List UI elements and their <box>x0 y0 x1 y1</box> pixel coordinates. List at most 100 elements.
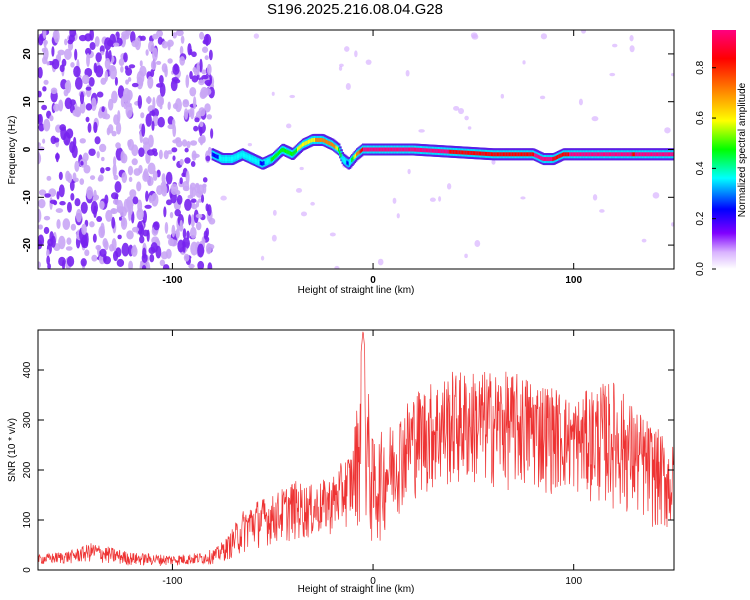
noise-blob <box>260 255 265 261</box>
noise-blob <box>205 242 212 255</box>
snr-xlabel: Height of straight line (km) <box>298 584 415 595</box>
noise-blob <box>310 201 315 206</box>
noise-blob <box>132 226 140 233</box>
noise-blob <box>100 222 105 237</box>
noise-blob <box>74 160 80 172</box>
noise-blob <box>72 109 81 117</box>
noise-blob <box>139 235 145 244</box>
colorbar-tick-label: 0.8 <box>695 60 706 74</box>
x-tick-label: 100 <box>565 275 582 286</box>
noise-blob <box>172 155 176 161</box>
noise-blob <box>202 183 207 195</box>
noise-blob <box>38 234 45 247</box>
noise-blob <box>195 221 202 231</box>
y-tick-label: -10 <box>22 190 33 205</box>
noise-blob <box>92 196 97 203</box>
noise-blob <box>189 71 193 80</box>
noise-blob <box>131 158 138 166</box>
noise-blob <box>74 77 83 90</box>
noise-blob <box>115 247 122 258</box>
noise-blob <box>125 104 133 119</box>
noise-blob <box>198 79 205 86</box>
noise-blob <box>79 178 85 185</box>
noise-blob <box>111 238 117 252</box>
noise-blob <box>170 183 179 195</box>
noise-blob <box>179 177 183 185</box>
noise-blob <box>140 112 145 119</box>
noise-blob <box>95 244 102 251</box>
noise-blob <box>128 260 133 269</box>
noise-blob <box>38 261 41 269</box>
noise-blob <box>75 208 82 223</box>
noise-blob <box>199 121 204 128</box>
noise-blob <box>202 39 209 45</box>
noise-blob <box>182 241 186 253</box>
noise-blob <box>141 123 146 137</box>
noise-blob <box>271 91 275 96</box>
x-tick-label: -100 <box>162 275 182 286</box>
noise-blob <box>78 34 87 42</box>
noise-blob <box>152 33 159 40</box>
y-tick-label: 100 <box>22 511 33 528</box>
snr-series-line <box>38 331 674 567</box>
noise-blob <box>464 115 469 121</box>
noise-blob <box>127 139 132 148</box>
noise-blob <box>168 237 175 247</box>
noise-blob <box>522 60 526 65</box>
noise-blob <box>59 200 66 206</box>
noise-blob <box>51 46 55 57</box>
noise-blob <box>86 186 94 200</box>
noise-blob <box>46 61 50 66</box>
noise-blob <box>55 152 59 163</box>
noise-blob <box>50 235 56 248</box>
noise-blob <box>194 183 201 194</box>
noise-blob <box>164 221 169 234</box>
noise-blob <box>190 198 197 203</box>
noise-blob <box>629 45 635 53</box>
noise-blob <box>188 263 195 269</box>
noise-blob <box>65 170 71 182</box>
noise-blob <box>208 49 213 61</box>
noise-blob <box>500 93 505 99</box>
noise-blob <box>189 140 198 146</box>
noise-blob <box>365 59 372 65</box>
noise-blob <box>474 240 481 247</box>
noise-blob <box>182 139 188 147</box>
noise-blob <box>85 103 93 111</box>
noise-blob <box>84 249 90 257</box>
noise-blob <box>128 176 133 182</box>
noise-blob <box>91 254 98 262</box>
noise-blob <box>446 183 452 190</box>
noise-blob <box>122 87 131 102</box>
noise-blob <box>99 200 105 210</box>
noise-blob <box>46 249 50 258</box>
noise-blob <box>204 103 211 113</box>
noise-blob <box>184 147 189 153</box>
noise-blob <box>193 125 199 132</box>
noise-blob <box>201 74 209 80</box>
noise-blob <box>58 171 63 181</box>
noise-blob <box>93 121 98 134</box>
noise-blob <box>117 110 121 124</box>
noise-blob <box>95 65 104 78</box>
noise-blob <box>150 60 157 71</box>
noise-blob <box>56 191 60 200</box>
noise-blob <box>38 198 46 209</box>
colorbar-gradient <box>712 30 736 269</box>
noise-blob <box>345 82 351 90</box>
noise-blob <box>86 53 90 68</box>
noise-blob <box>121 216 126 227</box>
noise-blob <box>145 96 152 104</box>
noise-blob <box>629 35 634 42</box>
y-tick-label: 0 <box>22 146 33 152</box>
noise-blob <box>167 124 175 130</box>
noise-blob <box>43 118 51 132</box>
noise-blob <box>377 258 384 266</box>
noise-blob <box>47 263 52 269</box>
noise-blob <box>169 211 174 219</box>
noise-blob <box>186 140 191 149</box>
noise-blob <box>206 63 212 76</box>
noise-blob <box>38 189 47 196</box>
y-tick-label: 400 <box>22 361 33 378</box>
